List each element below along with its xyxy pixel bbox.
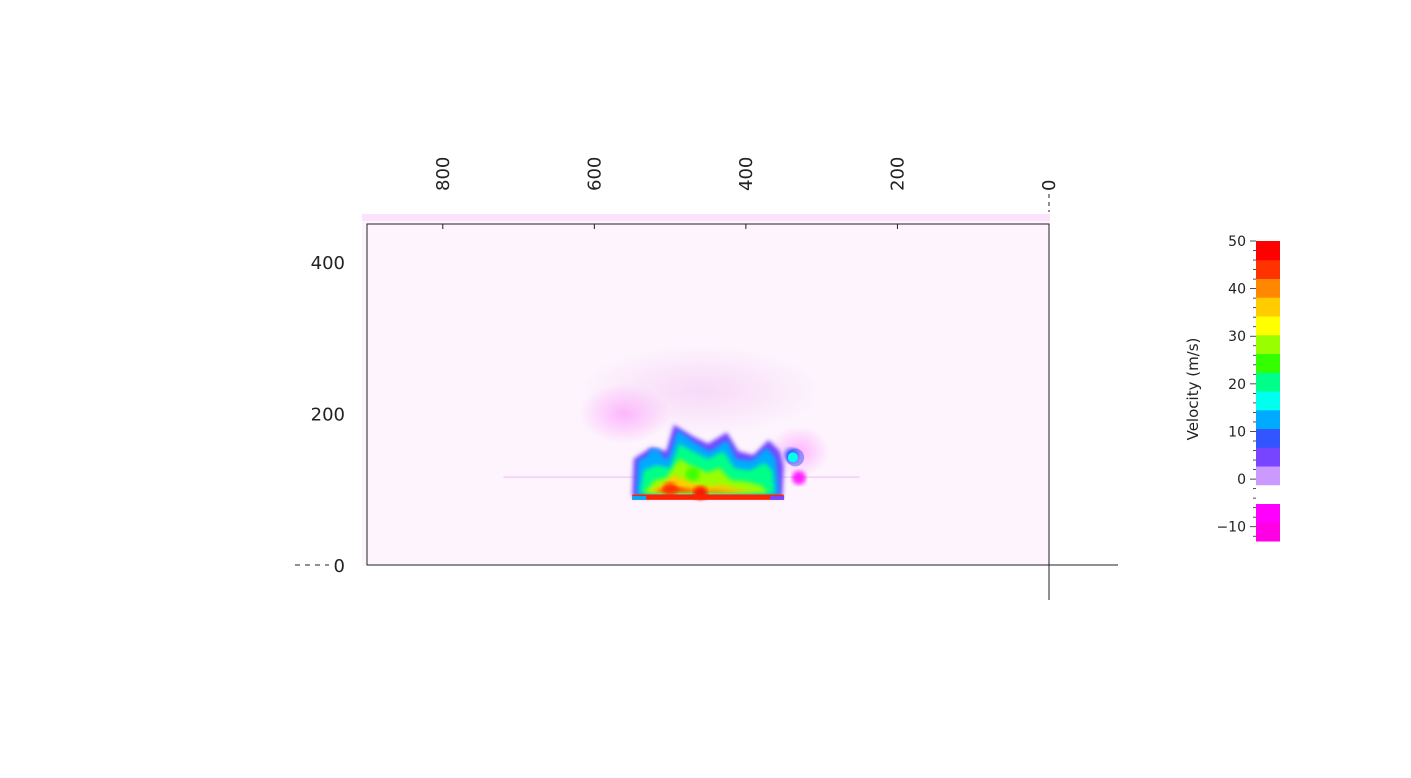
colorbar-segment [1256,409,1280,429]
plume-base-edge [632,496,647,500]
colorbar-tick-label: 50 [1228,234,1246,250]
colorbar-segment [1256,241,1280,261]
colorbar-segment [1256,522,1280,542]
field-sample-point [647,448,662,463]
field-sample-point [791,470,806,485]
colorbar-tick-label: 40 [1228,282,1246,298]
colorbar: 50 40 30 20 10 0 −10 Velocity (m/s) [1184,234,1280,542]
field-sample-point [685,467,700,482]
colorbar-tick-label: 0 [1237,472,1246,488]
x-axis-ticks: 800 600 400 200 0 [433,157,1060,229]
colorbar-segment [1256,428,1280,448]
x-tick-label: 800 [433,157,454,191]
x-tick-label: 400 [736,157,757,191]
colorbar-label: Velocity (m/s) [1184,338,1202,441]
colorbar-tick-label: 30 [1228,329,1246,345]
y-tick-label: 400 [311,253,345,274]
field-top-band [362,214,1050,221]
x-tick-label: 600 [584,157,605,191]
colorbar-segment [1256,447,1280,467]
colorbar-segment [1256,259,1280,279]
y-tick-label: 200 [311,404,345,425]
x-tick-label: 200 [887,157,908,191]
x-tick-label: 0 [1039,180,1060,191]
y-tick-label: 0 [334,556,345,577]
plume-base [632,494,784,500]
colorbar-tick-label: −10 [1216,520,1246,536]
colorbar-segment [1256,391,1280,411]
plot-frame [366,223,1050,566]
colorbar-segment [1256,353,1280,373]
colorbar-segment [1256,484,1280,504]
colorbar-tick-label: 20 [1228,377,1246,393]
plume-base-edge [770,496,785,500]
colorbar-tick-label: 10 [1228,424,1246,440]
y-axis-ticks: 400 200 0 [295,253,345,577]
colorbar-segment [1256,334,1280,354]
colorbar-segment [1256,503,1280,523]
colorbar-segment [1256,466,1280,486]
halo [580,345,821,436]
colorbar-segment [1256,316,1280,336]
colorbar-segment [1256,297,1280,317]
vortex-core [787,452,798,463]
plume-layer [655,486,758,493]
field-sample-point [663,482,678,497]
field-heatmap [362,214,1050,566]
colorbar-segment [1256,372,1280,392]
hot-region [503,345,860,501]
colorbar-segment [1256,278,1280,298]
